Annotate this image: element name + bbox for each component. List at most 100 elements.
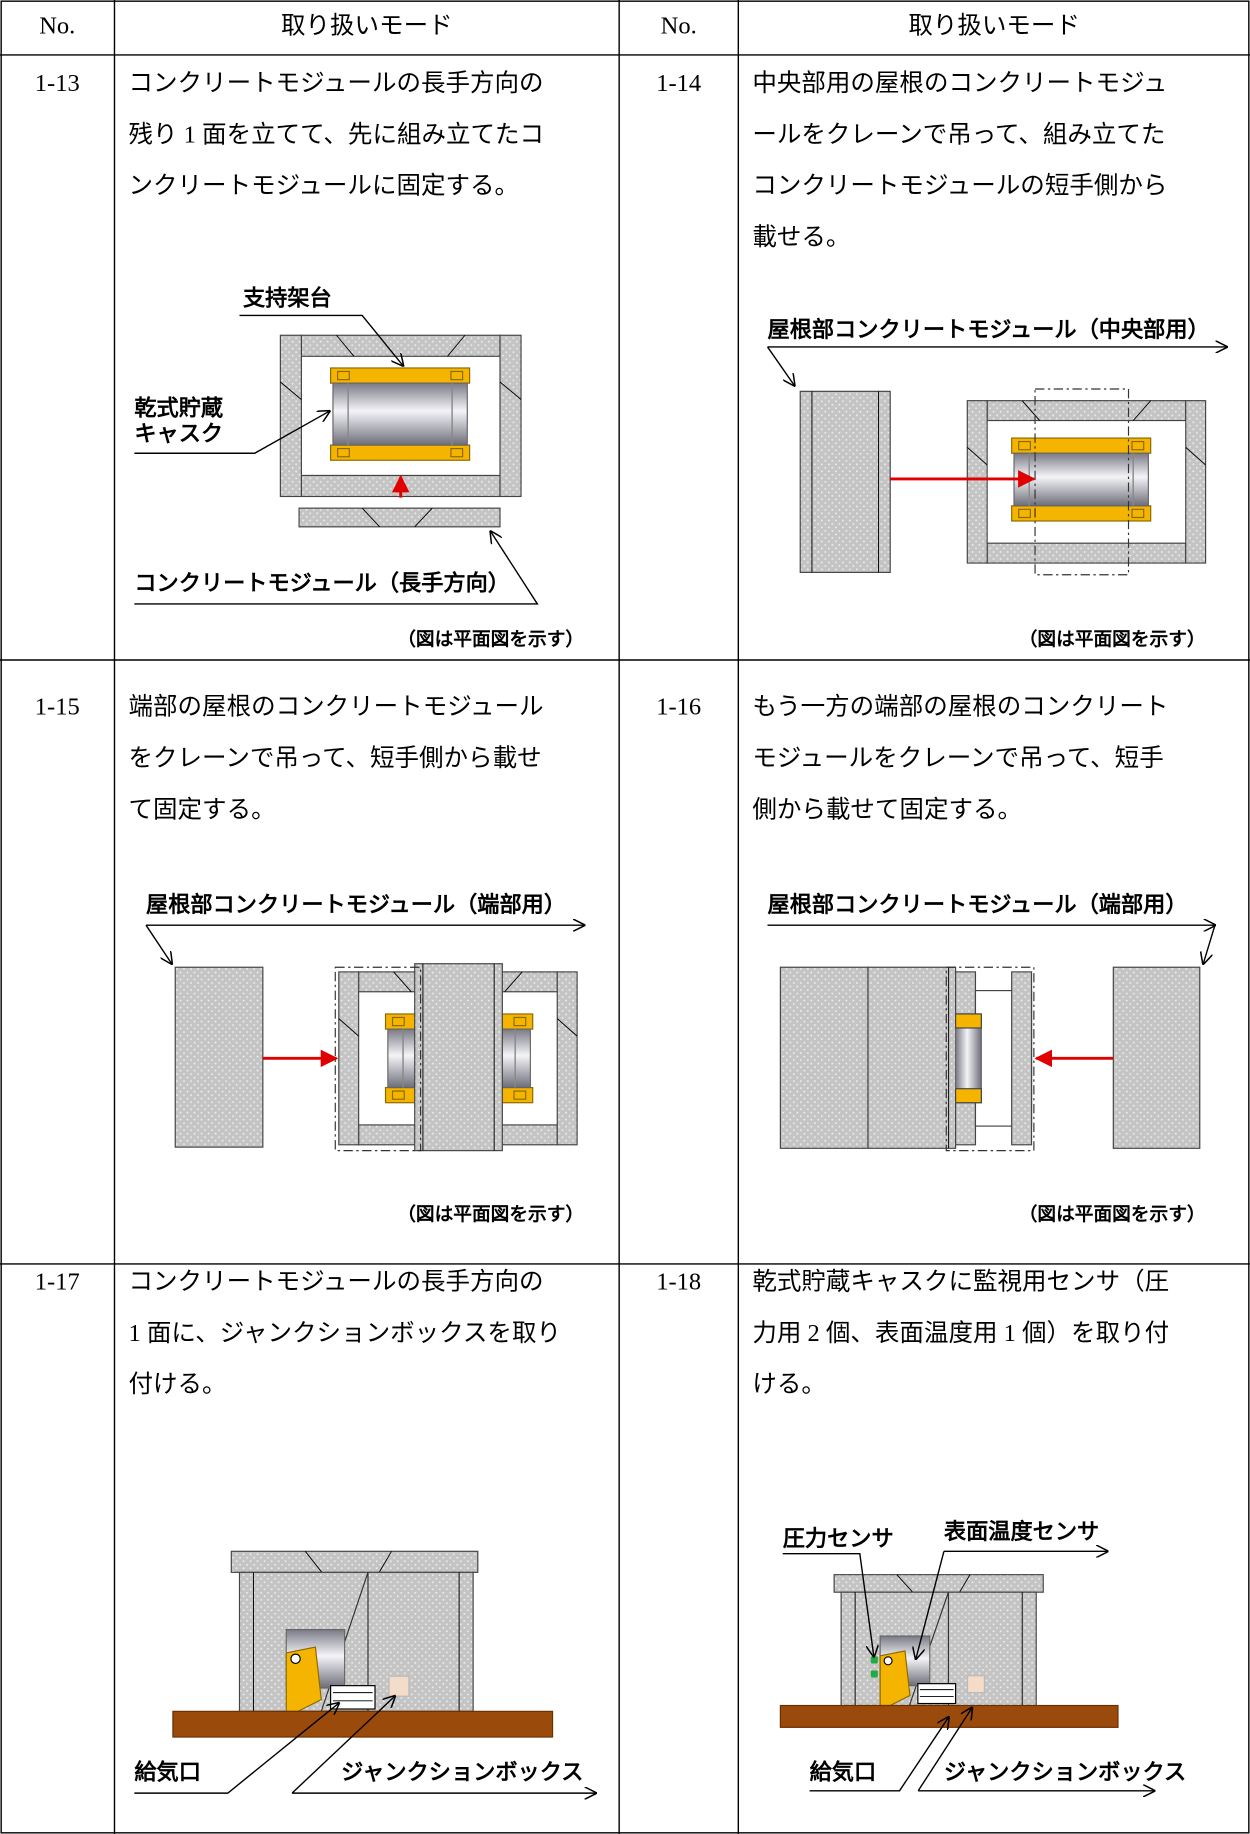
pressure-sensor — [870, 1670, 878, 1678]
leader-line — [766, 346, 795, 386]
concrete-module — [230, 1550, 479, 1573]
concrete-module — [779, 966, 869, 1149]
bracket — [450, 370, 464, 381]
figure-caption: （図は平面図を示す） — [1019, 629, 1206, 651]
leader-line — [291, 1696, 395, 1794]
bracket — [1131, 440, 1145, 451]
concrete-module — [300, 334, 501, 357]
concrete-module — [279, 334, 302, 498]
support-frame — [330, 444, 471, 461]
bracket — [1131, 508, 1145, 519]
row-number: 1-17 — [35, 1268, 80, 1295]
leader-line — [134, 1703, 338, 1794]
figure-label: 屋根部コンクリートモジュール（端部用） — [146, 891, 566, 918]
leader-line — [917, 1708, 972, 1792]
support-frame — [1011, 437, 1152, 454]
description: をクレーンで吊って、短手側から載せ — [129, 744, 542, 772]
description: コンクリートモジュールの短手側から — [752, 172, 1167, 200]
figure-caption: （図は平面図を示す） — [397, 1203, 584, 1225]
concrete-module — [414, 963, 503, 1152]
figure-label: 乾式貯蔵 — [134, 394, 223, 421]
header-cell: 取り扱いモード — [281, 12, 453, 40]
bracket — [391, 1016, 405, 1027]
line — [338, 1018, 359, 1037]
support-frame — [955, 1013, 982, 1029]
concrete-module — [966, 400, 988, 564]
bracket — [337, 370, 350, 381]
figure-label: キャスク — [134, 421, 223, 447]
junction-box — [388, 1675, 410, 1697]
description: 載せる。 — [752, 223, 850, 251]
line — [447, 334, 466, 357]
line — [393, 971, 412, 993]
concrete-module — [986, 542, 1187, 564]
figure-caption: （図は平面図を示す） — [397, 629, 584, 651]
air-inlet — [330, 1685, 376, 1710]
figure-label: 屋根部コンクリートモジュール（端部用） — [768, 891, 1188, 918]
figure-label: 表面温度センサ — [944, 1518, 1099, 1545]
line — [504, 971, 523, 993]
description: ンクリートモジュールに固定する。 — [129, 172, 520, 200]
bracket — [513, 1016, 527, 1027]
bracket — [513, 1090, 527, 1100]
support-frame — [955, 1088, 982, 1104]
support-frame — [330, 367, 471, 384]
concrete-module — [1185, 400, 1207, 564]
description: モジュールをクレーンで吊って、短手 — [752, 744, 1163, 772]
line — [1132, 400, 1152, 421]
concrete-module — [833, 1574, 1044, 1593]
leader-line — [916, 1551, 945, 1658]
description: て固定する。 — [129, 795, 276, 823]
description: 側から載せて固定する。 — [752, 795, 1022, 823]
concrete-module — [556, 971, 578, 1146]
figure-label: 屋根部コンクリートモジュール（中央部用） — [768, 316, 1210, 343]
line — [1185, 447, 1206, 466]
row-number: 1-14 — [656, 70, 701, 97]
concrete-module — [867, 966, 957, 1149]
description: コンクリートモジュールの長手方向の — [129, 1267, 544, 1295]
bracket — [1018, 440, 1031, 451]
bracket — [337, 447, 350, 458]
leader-line — [1203, 924, 1216, 964]
description: 端部の屋根のコンクリートモジュール — [129, 693, 544, 721]
cask — [332, 382, 468, 446]
line — [556, 1018, 578, 1037]
line — [280, 381, 302, 400]
leader-line — [782, 1552, 874, 1657]
figure-caption: （図は平面図を示す） — [1019, 1203, 1206, 1225]
row-number: 1-13 — [35, 70, 80, 97]
description: 力用 2 個、表面温度用 1 個）を取り付 — [752, 1319, 1169, 1347]
sensor-port — [290, 1653, 301, 1665]
figure-label: ジャンクションボックス — [944, 1760, 1186, 1786]
header-cell: No. — [661, 13, 697, 40]
line — [966, 447, 988, 466]
leader-line — [809, 1717, 949, 1792]
concrete-module — [298, 507, 501, 528]
figure-label: コンクリートモジュール（長手方向） — [134, 570, 510, 597]
leader-line — [134, 532, 539, 605]
line — [361, 507, 381, 528]
figure-label: ジャンクションボックス — [341, 1760, 583, 1786]
sensor-port — [883, 1656, 893, 1666]
description: 乾式貯蔵キャスクに監視用センサ（圧 — [752, 1267, 1169, 1295]
bracket — [450, 447, 464, 458]
outline — [334, 966, 422, 1152]
line — [1021, 400, 1041, 421]
row-number: 1-15 — [35, 694, 80, 721]
cask — [955, 1013, 982, 1104]
line — [959, 1574, 971, 1593]
description: 中央部用の屋根のコンクリートモジュ — [752, 69, 1167, 97]
air-inlet — [917, 1683, 957, 1705]
concrete-module — [1011, 971, 1033, 1146]
ground — [172, 1710, 554, 1738]
line — [499, 381, 522, 400]
figure-label: 給気口 — [134, 1759, 201, 1786]
pressure-sensor — [870, 1656, 878, 1664]
description: 付ける。 — [129, 1370, 227, 1398]
concrete-module — [1112, 966, 1201, 1149]
description: コンクリートモジュールの長手方向の — [129, 69, 544, 97]
outline — [945, 966, 1035, 1152]
description: 1 面に、ジャンクションボックスを取り — [129, 1320, 561, 1347]
